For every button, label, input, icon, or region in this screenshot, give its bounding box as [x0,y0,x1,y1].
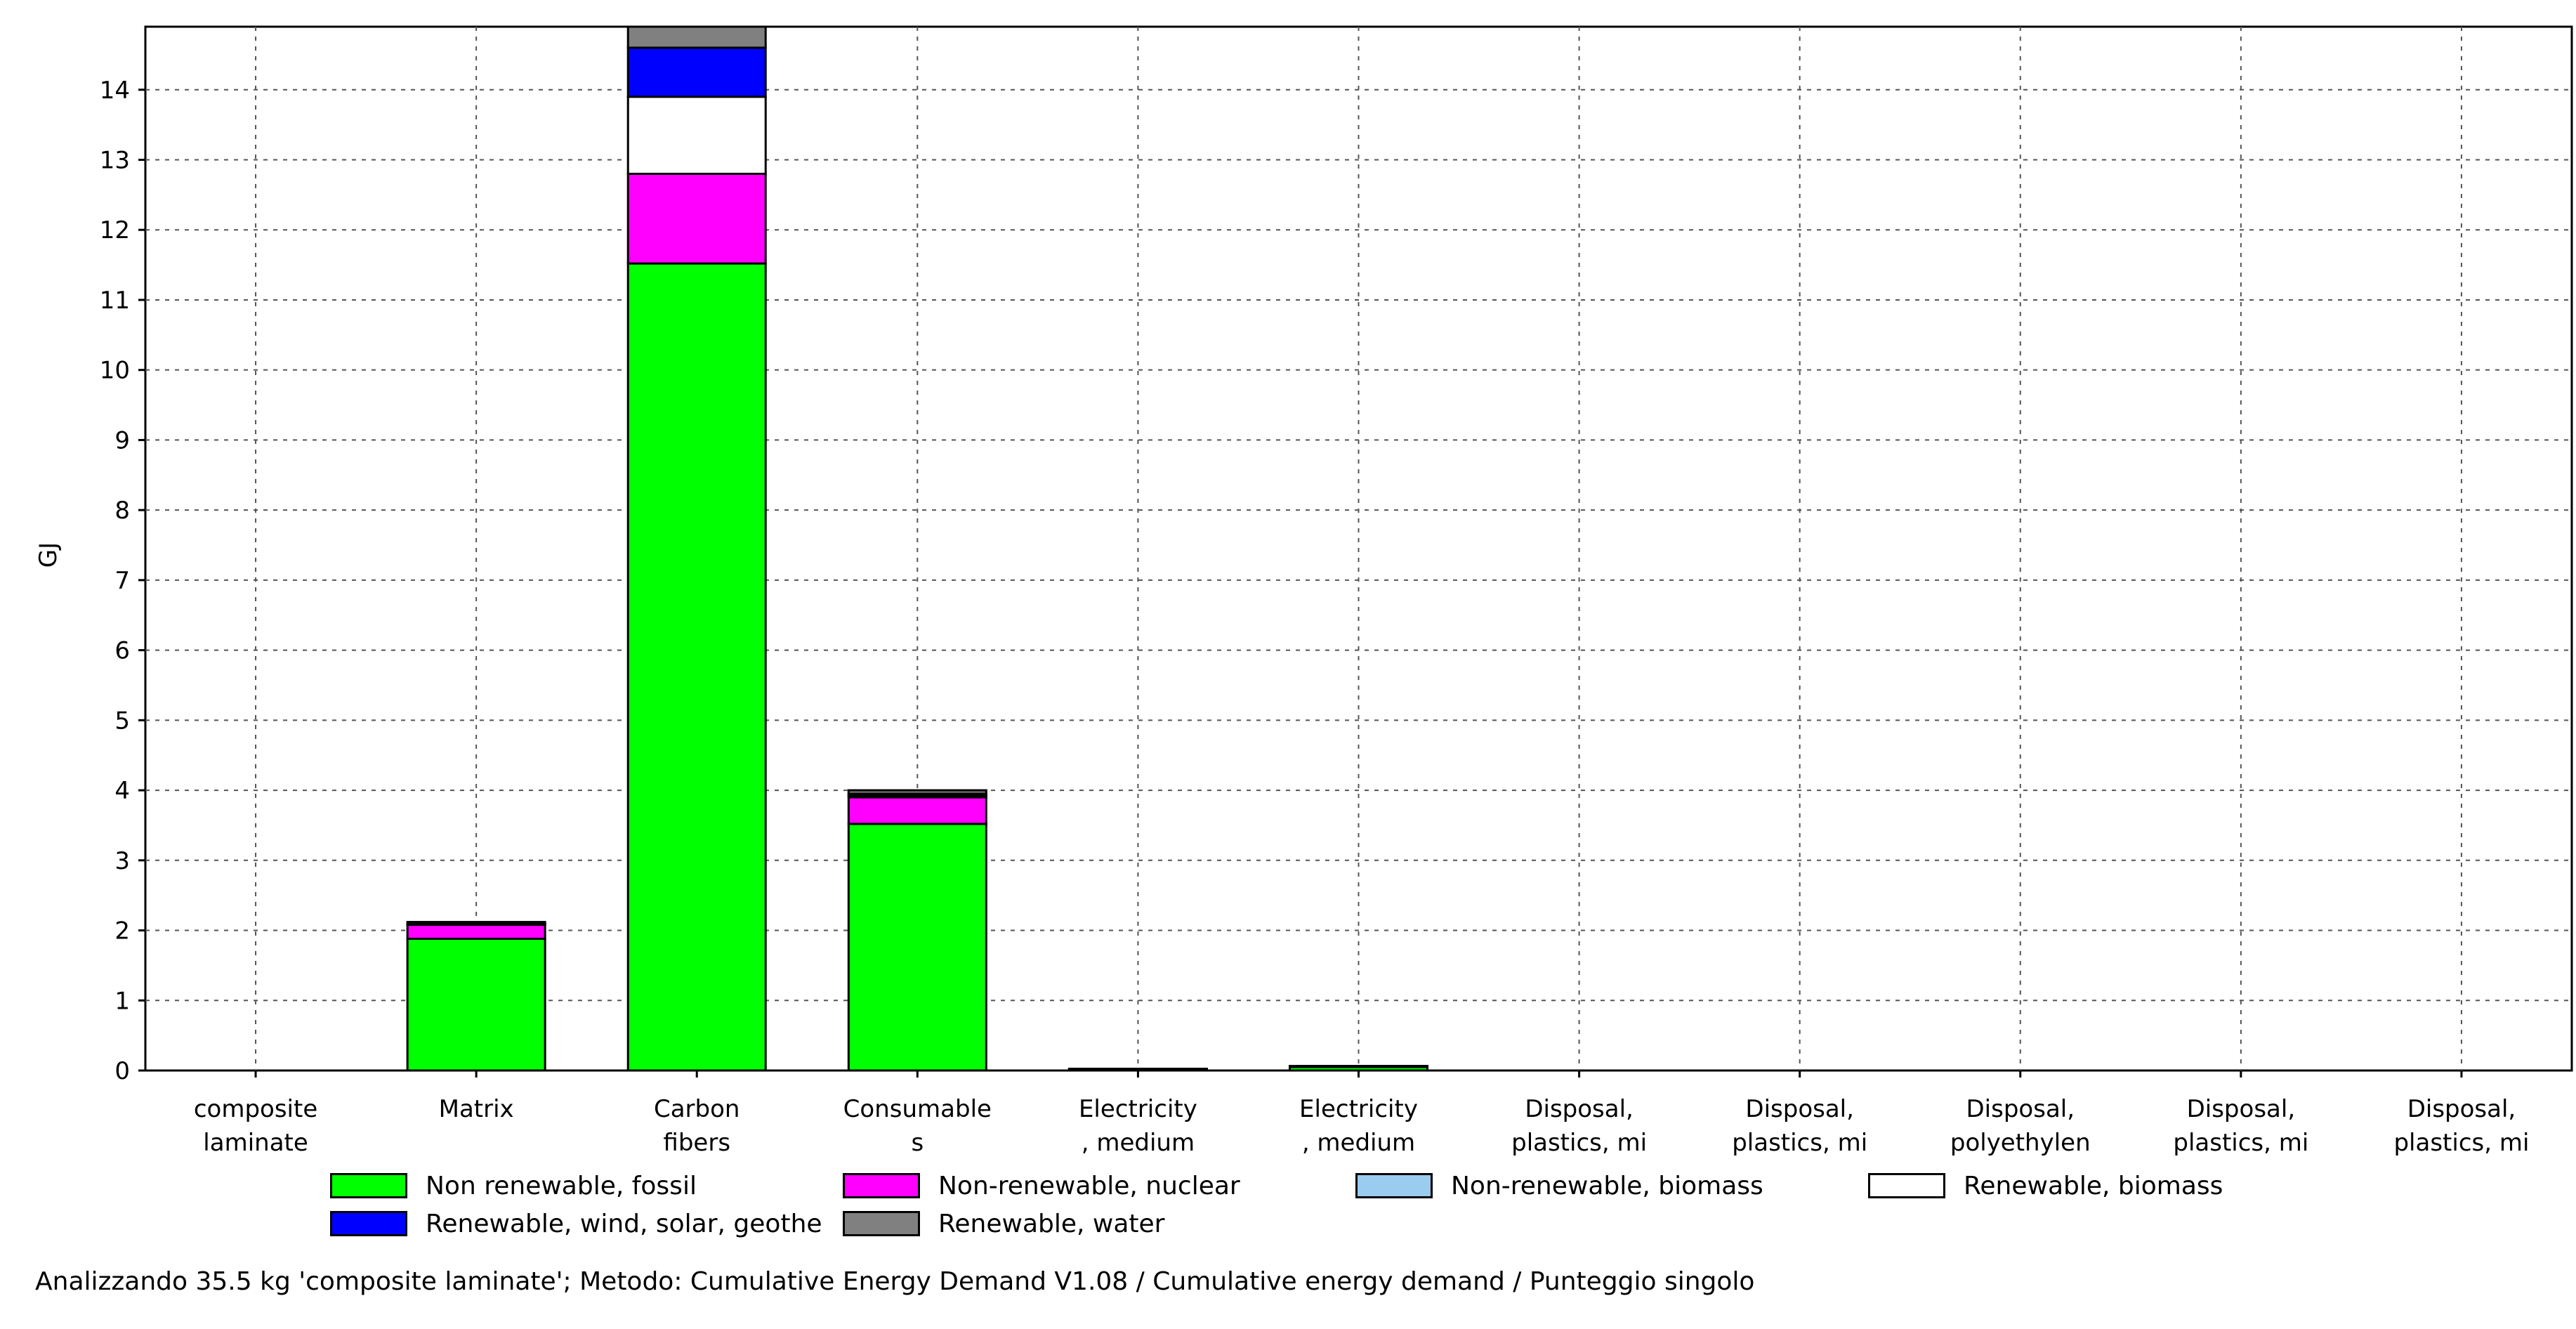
x-tick-label: Consumable [843,1095,992,1123]
bar-segment [626,25,767,49]
legend-item: Non renewable, fossil [330,1167,697,1204]
legend-label: Renewable, wind, solar, geothe [426,1209,822,1238]
legend-swatch [1868,1173,1945,1198]
x-tick-label: fibers [663,1129,730,1157]
legend-swatch [843,1211,920,1236]
bar-segment [847,823,987,1072]
legend-item: Non-renewable, nuclear [843,1167,1240,1204]
bar-segment [626,46,767,98]
legend-swatch [843,1173,920,1198]
y-tick-label: 8 [114,497,130,525]
legend-label: Renewable, biomass [1964,1171,2223,1200]
y-tick-label: 10 [100,357,130,385]
bar-segment [626,262,767,1072]
x-tick-label: plastics, mi [1511,1129,1647,1157]
y-tick-label: 2 [114,917,130,945]
x-tick-label: Electricity [1079,1095,1197,1123]
x-tick-label: Disposal, [2187,1095,2296,1123]
x-tick-label: Disposal, [1966,1095,2075,1123]
y-axis-label: GJ [34,542,63,568]
x-tick-label: s [911,1129,924,1157]
legend-swatch [1355,1173,1433,1198]
x-tick-label: plastics, mi [1732,1129,1867,1157]
legend-swatch [330,1211,407,1236]
bar-segment [1067,1068,1208,1071]
legend-item: Renewable, water [843,1205,1164,1242]
y-tick-label: 13 [100,146,130,174]
bar-segment [1289,1065,1428,1068]
y-tick-label: 9 [114,426,130,454]
x-tick-label: plastics, mi [2173,1129,2308,1157]
x-tick-label: Disposal, [1525,1095,1634,1123]
y-tick-label: 12 [100,216,130,244]
legend-swatch [330,1173,407,1198]
legend-item: Renewable, wind, solar, geothe [330,1205,822,1242]
x-tick-label: , medium [1082,1129,1195,1157]
x-tick-label: , medium [1302,1129,1415,1157]
bars [406,25,1428,1072]
y-tick-label: 11 [100,287,130,315]
x-tick-label: Carbon [654,1095,740,1123]
legend-label: Non-renewable, nuclear [938,1171,1240,1200]
bar-segment [406,924,546,941]
bar-segment [626,96,767,175]
bar-segment [847,789,987,795]
x-tick-label: plastics, mi [2393,1129,2529,1157]
y-tick-label: 6 [114,637,130,665]
bar-segment [406,938,546,1072]
x-tick-label: Matrix [439,1095,514,1123]
y-tick-label: 5 [114,707,130,735]
legend-label: Renewable, water [938,1209,1165,1238]
bar-segment [406,921,546,925]
bar-segment [626,172,767,265]
y-tick-label: 7 [114,567,130,595]
x-tick-label: Electricity [1299,1095,1418,1123]
x-axis: composite laminate Matrix Carbon fibers Consu… [194,1071,2529,1157]
legend-item: Non-renewable, biomass [1355,1167,1763,1204]
x-tick-label: composite [194,1095,317,1123]
legend-item: Renewable, biomass [1868,1167,2223,1204]
y-tick-label: 14 [100,77,130,105]
grid [145,27,2572,1071]
x-tick-label: laminate [203,1129,308,1157]
legend-label: Non renewable, fossil [426,1171,697,1200]
y-tick-label: 4 [114,777,130,805]
x-tick-label: Disposal, [1745,1095,1854,1123]
x-tick-label: polyethylen [1950,1129,2091,1157]
x-tick-label: Disposal, [2407,1095,2516,1123]
y-tick-label: 3 [114,847,130,875]
y-tick-label: 1 [114,987,130,1015]
legend-label: Non-renewable, biomass [1451,1171,1763,1200]
bar-segment [847,796,987,825]
status-caption: Analizzando 35.5 kg 'composite laminate'… [35,1267,1755,1296]
y-tick-label: 0 [114,1057,130,1085]
